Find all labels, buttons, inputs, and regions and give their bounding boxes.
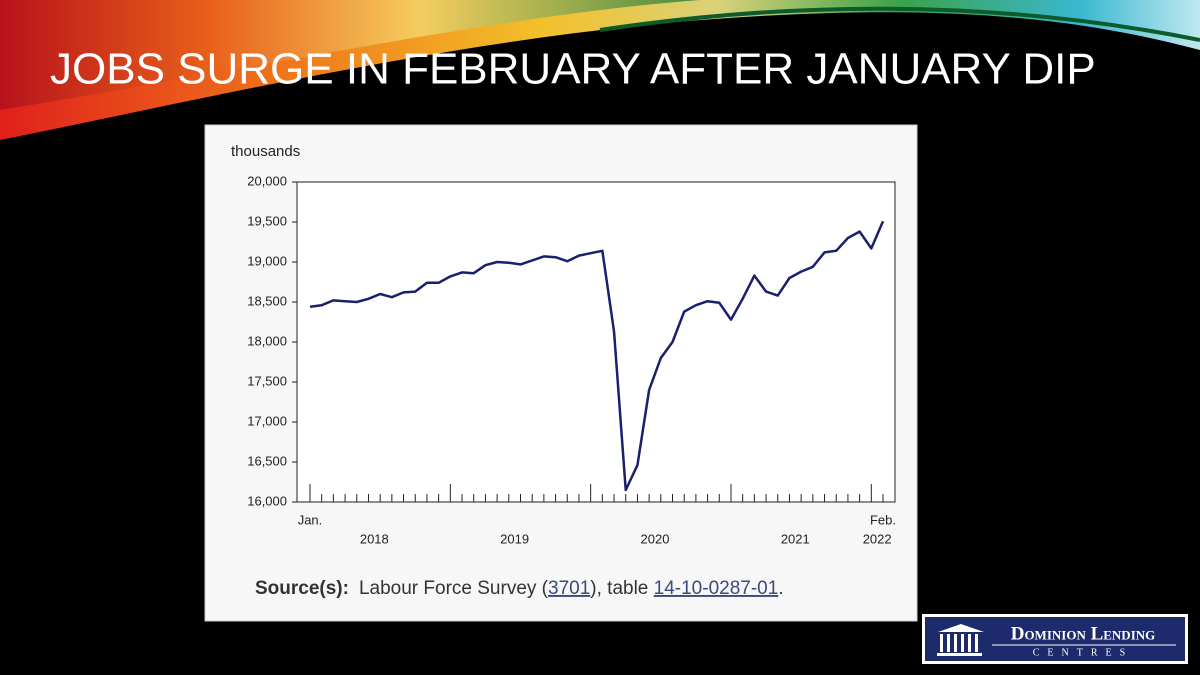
source: Source(s): Labour Force Survey (3701), ta… — [255, 578, 784, 599]
x-year-label: 2019 — [500, 531, 529, 546]
y-tick-label: 17,000 — [247, 413, 287, 428]
y-axis-label: thousands — [231, 143, 300, 160]
y-tick-label: 18,500 — [247, 293, 287, 308]
source-link[interactable]: 3701 — [548, 578, 590, 599]
x-tick-label: Feb. — [870, 512, 896, 527]
logo: Dominion Lending CENTRES — [922, 614, 1188, 664]
y-tick-label: 17,500 — [247, 373, 287, 388]
logo-icon — [937, 624, 984, 656]
y-tick-label: 16,500 — [247, 453, 287, 468]
chart: 16,000 16,500 17,000 17,500 18,000 18,500 19,0… — [247, 173, 896, 546]
y-tick-label: 16,000 — [247, 493, 287, 508]
y-tick-label: 18,000 — [247, 333, 287, 348]
series-line — [309, 220, 885, 492]
swoosh-inner — [0, 0, 700, 110]
logo-name: Dominion Lending — [1011, 623, 1156, 644]
plot-area — [296, 181, 896, 503]
source-link[interactable]: 14-10-0287-01 — [654, 578, 779, 599]
y-tick-label: 20,000 — [247, 173, 287, 188]
y-tick-label: 19,500 — [247, 213, 287, 228]
x-year-label: 2020 — [641, 531, 670, 546]
x-tick-label: Jan. — [298, 512, 323, 527]
source-text: . — [778, 578, 783, 599]
x-year-label: 2018 — [360, 531, 389, 546]
source-text: Labour Force Survey ( — [359, 578, 549, 599]
x-year-label: 2021 — [781, 531, 810, 546]
x-year-label: 2022 — [863, 531, 892, 546]
y-tick-label: 19,000 — [247, 253, 287, 268]
logo-sub: CENTRES — [1033, 647, 1133, 658]
swoosh-line — [599, 6, 1200, 42]
source-label: Source(s): — [255, 578, 349, 599]
source-text: ), table — [590, 578, 653, 599]
slide-title: JOBS SURGE IN FEBRUARY AFTER JANUARY DIP — [50, 45, 1096, 94]
